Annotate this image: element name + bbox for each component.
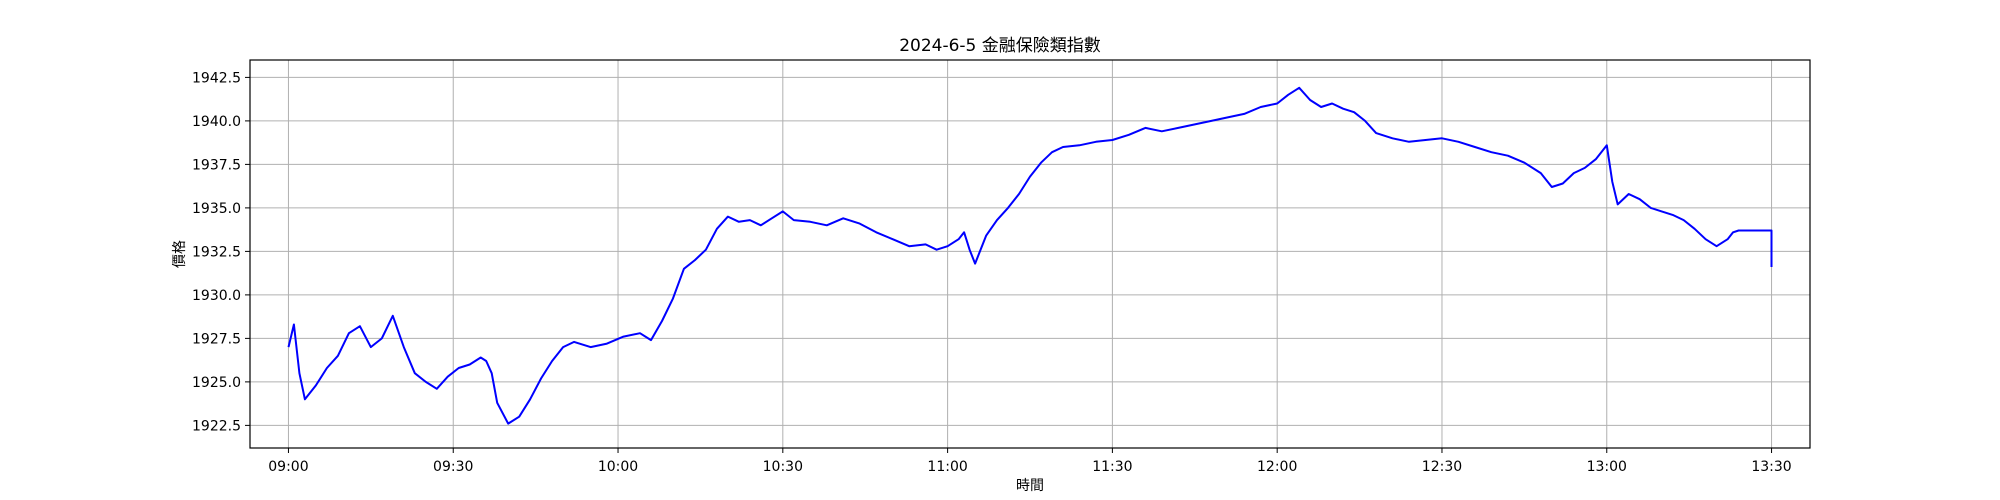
y-tick-label: 1935.0 — [192, 201, 241, 217]
x-tick-label: 09:00 — [268, 459, 308, 475]
y-tick-label: 1927.5 — [192, 331, 241, 347]
plot-frame — [249, 59, 1811, 449]
x-tick-label: 11:00 — [927, 459, 967, 475]
x-tick-label: 10:00 — [598, 459, 638, 475]
x-axis-label: 時間 — [1016, 478, 1044, 494]
x-tick-label: 12:00 — [1257, 459, 1297, 475]
x-tick-label: 11:30 — [1092, 459, 1132, 475]
chart-title: 2024-6-5 金融保險類指數 — [899, 36, 1101, 56]
plot-area — [287, 86, 1773, 425]
y-tick-label: 1932.5 — [192, 244, 241, 260]
y-axis: 1922.5 1925.0 1927.5 1930.0 1932.5 1935.0 1937… — [192, 70, 250, 434]
y-tick-label: 1942.5 — [192, 70, 241, 86]
y-tick-label: 1922.5 — [192, 418, 241, 434]
price-line — [287, 86, 1773, 425]
x-tick-label: 09:30 — [433, 459, 473, 475]
grid — [250, 60, 1810, 448]
x-tick-label: 13:30 — [1751, 459, 1791, 475]
y-tick-label: 1930.0 — [192, 288, 241, 304]
x-tick-label: 13:00 — [1587, 459, 1627, 475]
y-tick-label: 1937.5 — [192, 157, 241, 173]
x-tick-label: 10:30 — [763, 459, 803, 475]
x-axis: 09:00 09:30 10:00 10:30 11:00 11:30 12:00 12:30… — [268, 448, 1792, 475]
x-tick-label: 12:30 — [1422, 459, 1462, 475]
y-axis-label: 價格 — [171, 240, 188, 268]
y-tick-label: 1925.0 — [192, 375, 241, 391]
y-tick-label: 1940.0 — [192, 114, 241, 130]
